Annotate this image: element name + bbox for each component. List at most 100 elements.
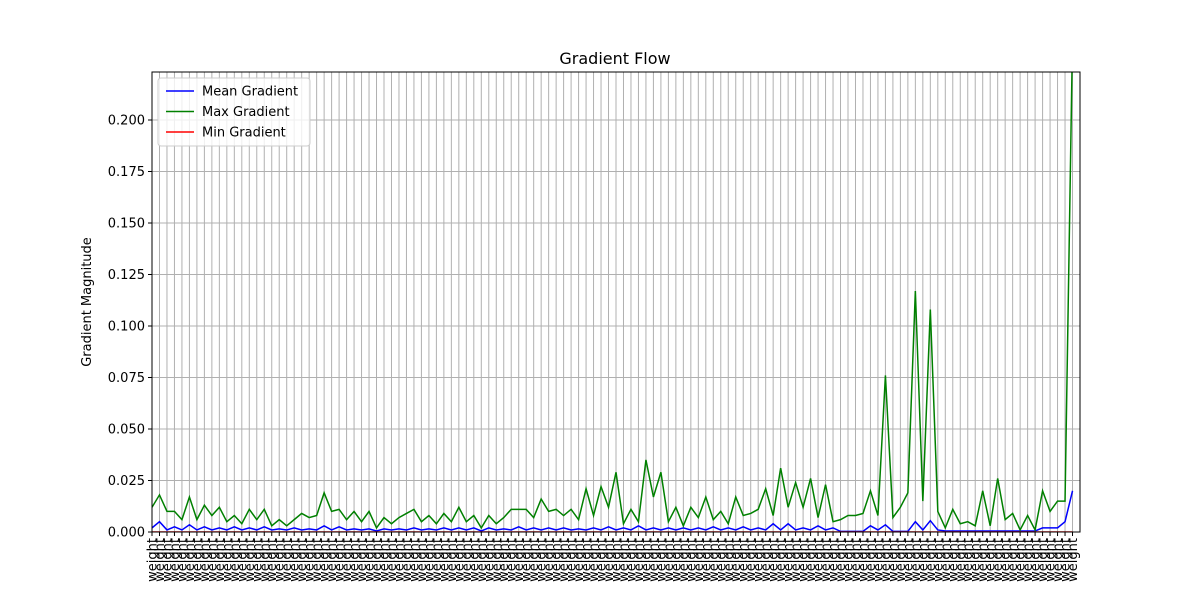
- x-tick-label: weight: [1044, 538, 1059, 582]
- x-tick-label: weight: [482, 538, 497, 582]
- x-tick-label: weight: [819, 538, 834, 582]
- x-tick-label: weight: [669, 538, 684, 582]
- x-tick-label: weight: [595, 538, 610, 582]
- x-tick-label: weight: [213, 538, 228, 582]
- x-tick-label: weight: [475, 538, 490, 582]
- x-tick-label: weight: [288, 538, 303, 582]
- x-tick-label: weight: [744, 538, 759, 582]
- x-tick-label: weight: [348, 538, 363, 582]
- series-line: [152, 490, 1074, 532]
- x-tick-label: weight: [370, 538, 385, 582]
- x-tick-label: weight: [624, 538, 639, 582]
- x-tick-label: weight: [243, 538, 258, 582]
- ticks: 0.000 0.025 0.050 0.075 0.100 0.125 0.150 0.175…: [108, 113, 1081, 581]
- legend-label: Mean Gradient: [202, 85, 298, 100]
- x-tick-label: weight: [250, 538, 265, 582]
- plot-lines: [152, 72, 1074, 532]
- x-tick-label: weight: [939, 538, 954, 582]
- x-tick-label: weight: [460, 538, 475, 582]
- x-tick-label: weight: [258, 538, 273, 582]
- x-tick-label: weight: [333, 538, 348, 582]
- x-tick-label: weight: [153, 538, 168, 582]
- x-tick-label: weight: [318, 538, 333, 582]
- x-tick-label: weight: [1059, 538, 1074, 582]
- x-tick-label: weight: [168, 538, 183, 582]
- x-tick-label: weight: [512, 538, 527, 582]
- x-tick-label: weight: [340, 538, 355, 582]
- x-tick-label: weight: [684, 538, 699, 582]
- x-tick-label: weight: [610, 538, 625, 582]
- x-tick-label: weight: [550, 538, 565, 582]
- x-tick-label: weight: [916, 538, 931, 582]
- x-tick-label: weight: [991, 538, 1006, 582]
- x-tick-label: weight: [984, 538, 999, 582]
- x-tick-label: weight: [467, 538, 482, 582]
- x-tick-label: weight: [632, 538, 647, 582]
- x-tick-label: weight: [565, 538, 580, 582]
- x-tick-label: weight: [1029, 538, 1044, 582]
- x-tick-label: weight: [310, 538, 325, 582]
- y-tick-label: 0.125: [108, 268, 145, 283]
- x-tick-label: weight: [677, 538, 692, 582]
- x-tick-label: weight: [812, 538, 827, 582]
- x-tick-label: weight: [752, 538, 767, 582]
- y-tick-label: 0.025: [108, 474, 145, 489]
- x-tick-label: weight: [587, 538, 602, 582]
- x-tick-label: weight: [407, 538, 422, 582]
- x-tick-label: weight: [842, 538, 857, 582]
- x-tick-label: weight: [1021, 538, 1036, 582]
- y-tick-label: 0.175: [108, 165, 145, 180]
- x-tick-label: weight: [363, 538, 378, 582]
- x-tick-label: weight: [437, 538, 452, 582]
- x-tick-label: weight: [400, 538, 415, 582]
- x-tick-label: weight: [1014, 538, 1029, 582]
- x-tick-label: weight: [886, 538, 901, 582]
- y-tick-label: 0.000: [108, 526, 145, 541]
- x-tick-label: weight: [834, 538, 849, 582]
- x-tick-label: weight: [782, 538, 797, 582]
- x-tick-label: weight: [557, 538, 572, 582]
- x-tick-label: weight: [520, 538, 535, 582]
- x-tick-label: weight: [714, 538, 729, 582]
- series-line: [152, 72, 1073, 532]
- x-tick-label: weight: [722, 538, 737, 582]
- x-tick-label: weight: [527, 538, 542, 582]
- legend-label: Max Gradient: [202, 105, 290, 120]
- x-tick-label: weight: [849, 538, 864, 582]
- x-tick-label: weight: [1066, 538, 1081, 582]
- x-tick-label: weight: [355, 538, 370, 582]
- x-tick-label: weight: [392, 538, 407, 582]
- x-tick-label: weight: [535, 538, 550, 582]
- x-tick-label: weight: [378, 538, 393, 582]
- x-tick-label: weight: [280, 538, 295, 582]
- x-tick-label: weight: [295, 538, 310, 582]
- y-axis-label: Gradient Magnitude: [80, 237, 95, 367]
- x-tick-label: weight: [654, 538, 669, 582]
- x-tick-label: weight: [737, 538, 752, 582]
- y-tick-label: 0.150: [108, 216, 145, 231]
- x-tick-label: weight: [924, 538, 939, 582]
- x-tick-label: weight: [490, 538, 505, 582]
- x-tick-label: weight: [976, 538, 991, 582]
- x-tick-label: weight: [827, 538, 842, 582]
- x-tick-label: weight: [303, 538, 318, 582]
- x-tick-label: weight: [767, 538, 782, 582]
- x-tick-label: weight: [220, 538, 235, 582]
- x-tick-label: weight: [864, 538, 879, 582]
- x-tick-label: weight: [961, 538, 976, 582]
- x-tick-label: weight: [205, 538, 220, 582]
- x-tick-label: weight: [901, 538, 916, 582]
- legend-box: [157, 77, 311, 147]
- x-tick-label: weight: [183, 538, 198, 582]
- x-tick-label: weight: [804, 538, 819, 582]
- x-tick-label: weight: [235, 538, 250, 582]
- x-tick-label: weight: [228, 538, 243, 582]
- x-tick-label: weight: [445, 538, 460, 582]
- x-tick-label: weight: [385, 538, 400, 582]
- chart-title: Gradient Flow: [559, 49, 670, 68]
- x-tick-label: weight: [931, 538, 946, 582]
- legend-label: Min Gradient: [202, 126, 286, 141]
- x-tick-label: weight: [639, 538, 654, 582]
- x-tick-label: weight: [190, 538, 205, 582]
